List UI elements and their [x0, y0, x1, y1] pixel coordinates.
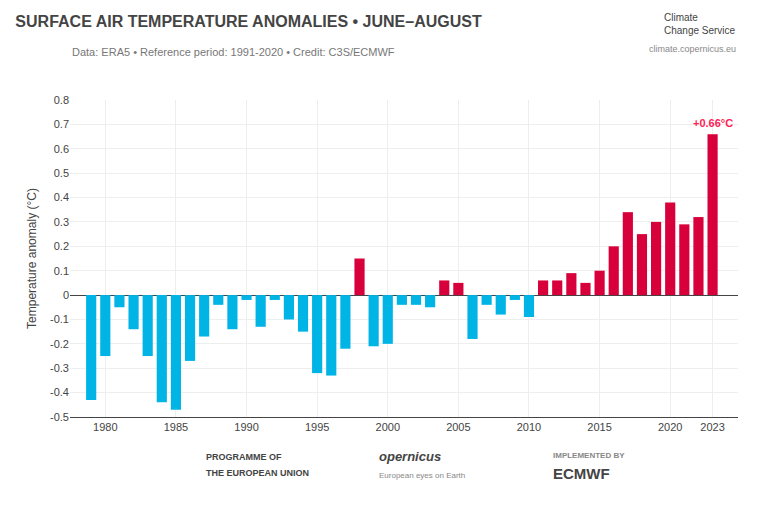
- svg-text:PROGRAMME OF: PROGRAMME OF: [206, 452, 282, 462]
- svg-text:0.3: 0.3: [54, 216, 69, 228]
- svg-text:-0.3: -0.3: [50, 362, 69, 374]
- svg-text:2000: 2000: [376, 421, 400, 433]
- svg-text:0.5: 0.5: [54, 167, 69, 179]
- svg-text:Data: ERA5 • Reference period:: Data: ERA5 • Reference period: 1991-2020…: [72, 46, 395, 58]
- svg-text:European eyes on Earth: European eyes on Earth: [379, 471, 465, 480]
- svg-text:SURFACE AIR TEMPERATURE ANOMAL: SURFACE AIR TEMPERATURE ANOMALIES • JUNE…: [15, 13, 482, 30]
- svg-text:0: 0: [63, 289, 69, 301]
- svg-text:+0.66°C: +0.66°C: [693, 117, 733, 129]
- svg-text:-0.5: -0.5: [50, 411, 69, 423]
- svg-text:2015: 2015: [587, 421, 611, 433]
- svg-text:-0.2: -0.2: [50, 338, 69, 350]
- svg-text:ClimateChange Service: ClimateChange Service: [664, 12, 736, 36]
- svg-text:0.4: 0.4: [54, 191, 69, 203]
- svg-text:2020: 2020: [658, 421, 682, 433]
- svg-text:THE EUROPEAN UNION: THE EUROPEAN UNION: [206, 468, 309, 478]
- svg-text:2010: 2010: [517, 421, 541, 433]
- svg-text:0.7: 0.7: [54, 118, 69, 130]
- svg-text:2005: 2005: [446, 421, 470, 433]
- svg-text:1990: 1990: [234, 421, 258, 433]
- svg-text:climate.copernicus.eu: climate.copernicus.eu: [649, 44, 736, 54]
- svg-text:ECMWF: ECMWF: [553, 465, 610, 482]
- svg-text:Temperature anomaly (°C): Temperature anomaly (°C): [25, 188, 39, 329]
- svg-text:0.2: 0.2: [54, 240, 69, 252]
- svg-text:-0.1: -0.1: [50, 313, 69, 325]
- svg-text:2023: 2023: [700, 421, 724, 433]
- svg-text:opernicus: opernicus: [379, 449, 441, 464]
- svg-text:IMPLEMENTED BY: IMPLEMENTED BY: [553, 451, 625, 460]
- svg-text:0.6: 0.6: [54, 143, 69, 155]
- svg-text:1980: 1980: [93, 421, 117, 433]
- svg-text:0.1: 0.1: [54, 265, 69, 277]
- svg-text:1995: 1995: [305, 421, 329, 433]
- svg-text:-0.4: -0.4: [50, 386, 69, 398]
- svg-text:1985: 1985: [164, 421, 188, 433]
- svg-text:0.8: 0.8: [54, 94, 69, 106]
